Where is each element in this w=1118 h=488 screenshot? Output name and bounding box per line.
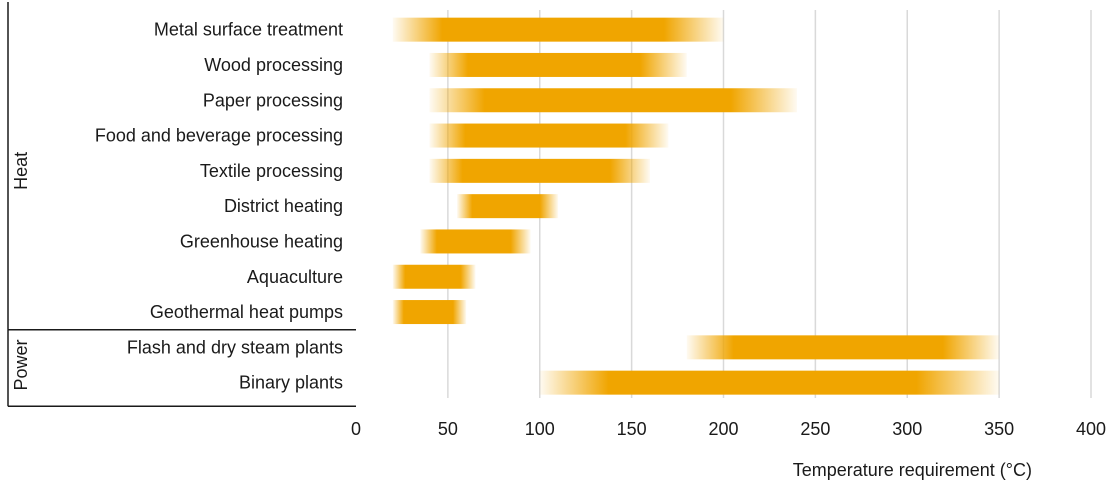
category-label: Binary plants — [239, 373, 343, 393]
range-bar — [429, 158, 650, 183]
x-tick-label: 100 — [525, 419, 555, 439]
x-tick-label: 350 — [984, 419, 1014, 439]
range-bar — [392, 300, 467, 325]
group-label: Heat — [11, 152, 31, 190]
category-label: Textile processing — [200, 161, 343, 181]
range-bar — [392, 264, 476, 289]
range-bar — [420, 229, 531, 254]
group-label: Power — [11, 339, 31, 390]
category-label: Metal surface treatment — [154, 20, 343, 40]
range-bar — [429, 52, 687, 77]
range-bar — [457, 194, 559, 219]
x-tick-label: 0 — [351, 419, 361, 439]
category-label: Geothermal heat pumps — [150, 302, 343, 322]
category-label: Food and beverage processing — [95, 126, 343, 146]
range-bar — [429, 123, 669, 148]
category-labels: Metal surface treatment Wood processing Pa… — [95, 20, 343, 393]
x-tick-label: 200 — [708, 419, 738, 439]
range-bars — [392, 17, 1000, 395]
x-tick-label: 50 — [438, 419, 458, 439]
x-tick-label: 300 — [892, 419, 922, 439]
x-axis-ticks: 0 50 100 150 200 250 300 350 400 — [351, 419, 1106, 439]
category-label: Aquaculture — [247, 267, 343, 287]
category-label: District heating — [224, 196, 343, 216]
x-tick-label: 250 — [800, 419, 830, 439]
category-label: Greenhouse heating — [180, 231, 343, 251]
range-bar — [539, 370, 1000, 395]
range-bar — [686, 335, 1000, 360]
group-brackets: Heat Power — [7, 2, 356, 408]
range-bar — [392, 17, 724, 42]
category-label: Wood processing — [204, 55, 343, 75]
x-tick-label: 150 — [617, 419, 647, 439]
range-bar — [429, 88, 797, 113]
category-label: Paper processing — [203, 90, 343, 110]
category-label: Flash and dry steam plants — [127, 337, 343, 357]
x-axis-title: Temperature requirement (°C) — [793, 460, 1032, 480]
x-tick-label: 400 — [1076, 419, 1106, 439]
